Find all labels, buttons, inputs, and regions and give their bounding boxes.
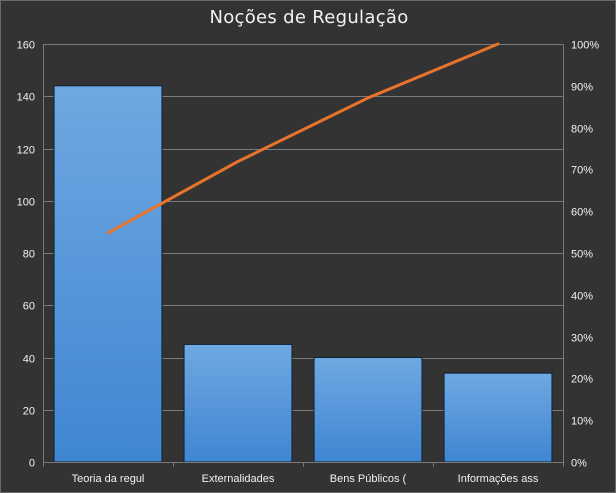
- y-tick-label: 40: [23, 354, 35, 366]
- y-tick-label: 60: [23, 301, 35, 313]
- cumulative-line: [106, 42, 500, 235]
- bar: [313, 357, 423, 463]
- y-tick-label: 160: [17, 40, 35, 52]
- y-tick-label: 20: [23, 406, 35, 418]
- y-tick-label: 80: [23, 249, 35, 261]
- bar-series: [53, 85, 553, 463]
- y2-tick-label: 80%: [571, 124, 593, 136]
- y2-tick-label: 30%: [571, 333, 593, 345]
- bar: [53, 85, 163, 463]
- y2-tick-label: 100%: [571, 40, 599, 52]
- y-tick-label: 100: [17, 197, 35, 209]
- bar: [443, 372, 553, 463]
- y2-tick-label: 90%: [571, 82, 593, 94]
- cumulative-line-series: [106, 42, 500, 235]
- x-tick-label: Informações ass: [458, 473, 539, 485]
- y2-tick-label: 40%: [571, 291, 593, 303]
- y2-tick-label: 10%: [571, 416, 593, 428]
- y-tick-label: 0: [29, 458, 35, 470]
- y-tick-label: 120: [17, 145, 35, 157]
- axes: 0 20 40 60 80 100 120 140 160 0% 10% 20% 30% 40% 50% 60…: [17, 40, 600, 486]
- chart-title: Noções de Regulação: [209, 7, 409, 28]
- bar: [183, 343, 293, 463]
- x-tick-label: Externalidades: [202, 473, 275, 485]
- x-tick-label: Bens Públicos (: [330, 473, 407, 485]
- x-tick-label: Teoria da regul: [72, 473, 145, 485]
- y2-tick-label: 20%: [571, 374, 593, 386]
- y2-tick-label: 60%: [571, 207, 593, 219]
- y2-tick-label: 50%: [571, 249, 593, 261]
- y2-tick-label: 0%: [571, 458, 587, 470]
- y2-tick-label: 70%: [571, 165, 593, 177]
- y-tick-label: 140: [17, 92, 35, 104]
